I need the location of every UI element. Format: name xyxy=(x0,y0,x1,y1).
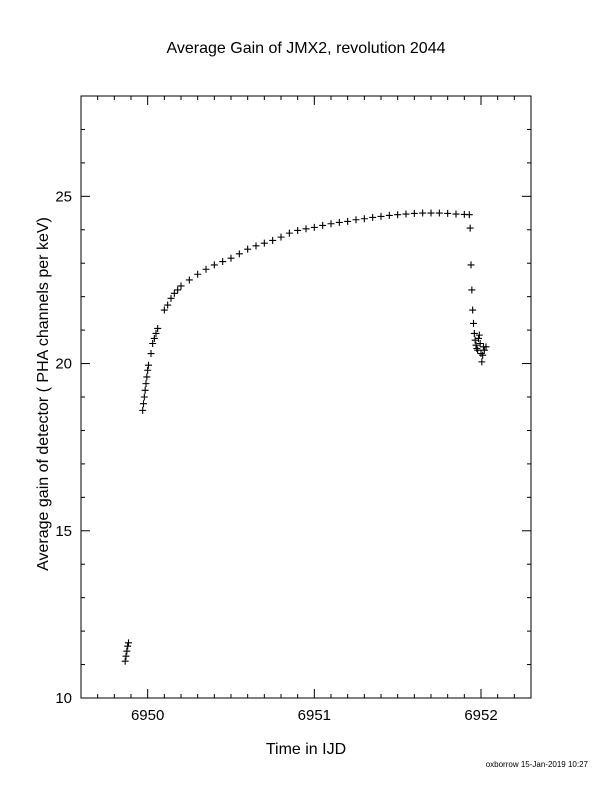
data-point xyxy=(402,210,410,218)
data-point xyxy=(140,400,147,408)
data-point xyxy=(142,380,150,388)
data-point xyxy=(385,211,393,219)
data-point xyxy=(121,657,129,665)
data-point xyxy=(475,331,483,339)
data-point xyxy=(469,306,477,314)
data-point xyxy=(410,209,418,217)
x-tick-label: 6952 xyxy=(464,707,497,724)
data-point xyxy=(140,393,148,401)
data-point xyxy=(154,324,162,332)
data-point xyxy=(302,225,310,233)
data-point xyxy=(435,209,443,217)
data-point xyxy=(194,270,202,278)
data-point xyxy=(141,386,149,394)
data-point xyxy=(160,306,168,314)
data-point xyxy=(444,209,452,217)
data-point xyxy=(360,215,368,223)
data-point xyxy=(471,336,479,344)
data-point xyxy=(235,250,243,258)
data-point xyxy=(202,265,210,273)
data-points xyxy=(121,209,490,665)
data-point xyxy=(472,341,480,349)
x-axis-label: Time in IJD xyxy=(266,741,346,758)
data-point xyxy=(369,213,377,221)
chart-title: Average Gain of JMX2, revolution 2044 xyxy=(167,40,446,57)
data-point xyxy=(149,339,157,347)
data-point xyxy=(377,212,385,220)
data-point xyxy=(143,373,151,381)
data-point xyxy=(227,254,235,262)
data-point xyxy=(394,211,402,219)
y-axis: 10 15 20 25 xyxy=(55,95,531,707)
data-point xyxy=(124,642,132,650)
data-point xyxy=(123,647,131,655)
data-point xyxy=(465,211,473,219)
data-point xyxy=(139,406,147,414)
y-tick-label: 20 xyxy=(55,356,72,373)
data-point xyxy=(294,226,302,234)
x-tick-label: 6951 xyxy=(298,707,331,724)
data-point xyxy=(177,282,185,290)
data-point xyxy=(470,329,478,337)
data-point xyxy=(468,286,476,294)
data-point xyxy=(144,366,152,374)
data-point xyxy=(327,220,335,228)
footer-timestamp: oxborrow 15-Jan-2019 10:27 xyxy=(486,760,589,769)
data-point xyxy=(344,217,352,225)
data-point xyxy=(476,339,484,347)
data-point xyxy=(150,334,158,342)
data-point xyxy=(152,329,160,337)
data-point xyxy=(170,289,178,297)
y-tick-label: 15 xyxy=(55,523,72,540)
data-point xyxy=(319,221,327,229)
data-point xyxy=(466,224,474,232)
data-point xyxy=(479,351,487,359)
data-point xyxy=(482,343,490,351)
data-point xyxy=(210,261,218,269)
y-tick-label: 25 xyxy=(55,188,72,205)
data-point xyxy=(467,261,475,269)
data-point xyxy=(125,639,132,647)
data-point xyxy=(452,210,460,218)
data-point xyxy=(147,350,155,358)
data-point xyxy=(244,245,252,253)
data-point xyxy=(473,345,481,353)
plot-frame xyxy=(80,95,532,699)
data-point xyxy=(252,242,260,250)
data-point xyxy=(285,229,293,237)
data-point xyxy=(174,286,182,294)
data-point xyxy=(269,236,277,244)
y-axis-label: Average gain of detector ( PHA channels … xyxy=(35,217,52,571)
data-point xyxy=(164,301,172,309)
data-point xyxy=(427,209,435,217)
data-point xyxy=(185,276,193,284)
data-point xyxy=(419,209,427,217)
data-point xyxy=(477,350,485,358)
data-point xyxy=(145,361,152,369)
data-point xyxy=(260,239,268,247)
data-point xyxy=(470,319,477,327)
data-point xyxy=(478,358,486,366)
y-tick-label: 10 xyxy=(55,690,72,707)
data-point xyxy=(475,334,482,342)
x-axis: 6950 6951 6952 xyxy=(80,96,532,724)
data-point xyxy=(335,218,343,226)
data-point xyxy=(167,294,175,302)
data-point xyxy=(480,346,488,354)
data-point xyxy=(352,216,360,224)
data-point xyxy=(277,233,285,241)
data-point xyxy=(474,346,482,354)
data-point xyxy=(122,652,130,660)
data-point xyxy=(310,223,318,231)
data-point xyxy=(219,258,227,266)
x-tick-label: 6950 xyxy=(131,707,164,724)
